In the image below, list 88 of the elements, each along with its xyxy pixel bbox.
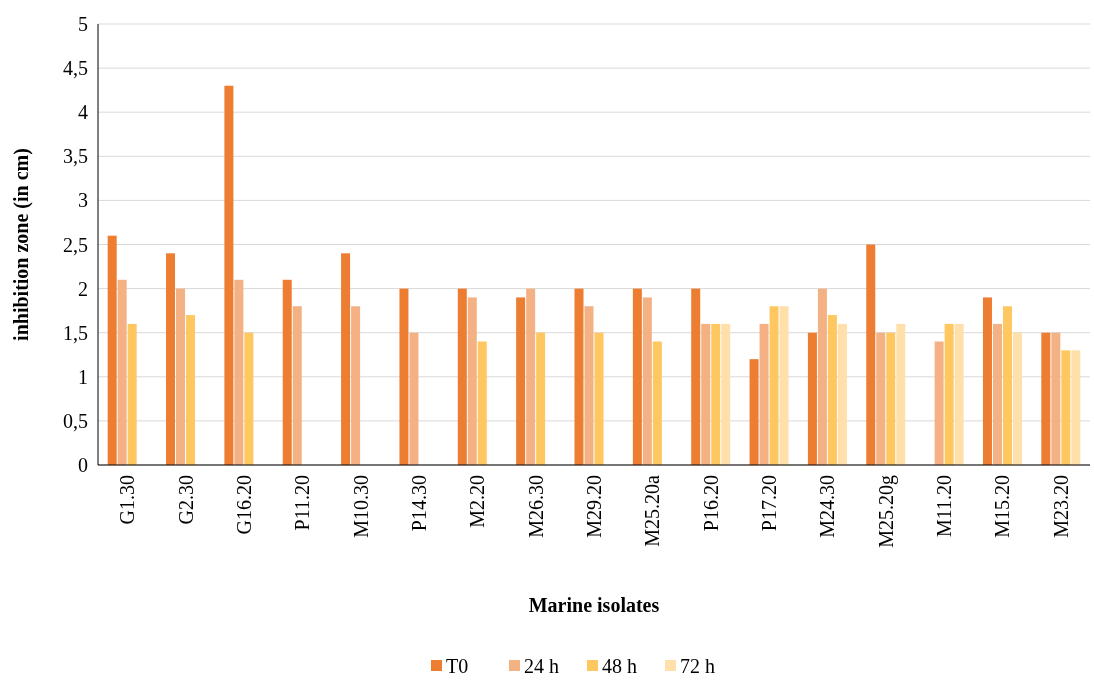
y-tick-label: 0 <box>78 454 88 476</box>
bar <box>642 297 652 465</box>
bar <box>594 332 604 465</box>
bar <box>759 323 769 465</box>
bar <box>896 323 906 465</box>
legend-label: 24 h <box>524 655 559 677</box>
legend-label: T0 <box>446 655 469 677</box>
bar <box>944 323 954 465</box>
x-tick-label: M25.20g <box>874 475 898 548</box>
x-tick-label: P17.20 <box>758 475 781 532</box>
y-tick-label: 4 <box>78 101 88 124</box>
x-tick-label: P14.30 <box>407 475 430 532</box>
bar <box>982 297 992 465</box>
x-tick-label: M15.20 <box>991 475 1014 538</box>
y-tick-label: 4,5 <box>63 57 88 80</box>
x-tick-label: M2.20 <box>466 475 489 528</box>
bar <box>409 332 419 465</box>
x-tick-label: M24.30 <box>816 475 839 538</box>
bar <box>292 306 302 465</box>
legend-label: 48 h <box>602 655 637 677</box>
bar <box>516 297 526 465</box>
x-tick-label: M10.30 <box>349 475 372 538</box>
x-axis-title: Marine isolates <box>528 594 660 616</box>
bar <box>457 288 467 465</box>
bar <box>224 85 234 465</box>
bar <box>954 323 964 465</box>
bar <box>186 315 196 465</box>
bar <box>1071 350 1081 465</box>
x-tick-label: G16.20 <box>232 475 255 535</box>
bar <box>721 323 731 465</box>
bar <box>1002 306 1012 465</box>
bar <box>244 332 254 465</box>
bar <box>837 323 847 465</box>
x-tick-label: M25.20a <box>641 474 664 547</box>
bar <box>526 288 536 465</box>
bar <box>467 297 477 465</box>
bar <box>574 288 584 465</box>
bar <box>779 306 789 465</box>
bar <box>866 244 876 465</box>
bar <box>1012 332 1022 465</box>
y-tick-label: 2 <box>78 277 88 300</box>
bar <box>127 323 137 465</box>
x-tick-label: G2.30 <box>174 475 197 525</box>
x-tick-label: M11.20 <box>933 475 956 538</box>
y-tick-label: 3 <box>78 189 88 212</box>
bar <box>536 332 546 465</box>
bar <box>992 323 1002 465</box>
legend-label: 72 h <box>680 655 715 677</box>
bar <box>769 306 779 465</box>
bar <box>701 323 711 465</box>
bar <box>827 315 837 465</box>
bar <box>807 332 817 465</box>
bar <box>282 279 292 465</box>
bar <box>399 288 409 465</box>
y-axis-title: inhibition zone (in cm) <box>10 148 33 341</box>
bar <box>1051 332 1061 465</box>
bar <box>817 288 827 465</box>
y-tick-label: 1 <box>78 365 88 388</box>
bar <box>711 323 721 465</box>
bar <box>876 332 886 465</box>
bar <box>341 253 351 465</box>
x-tick-label: M26.30 <box>524 475 547 538</box>
y-tick-label: 5 <box>78 13 88 35</box>
x-tick-label: G1.30 <box>116 475 139 525</box>
bar <box>584 306 594 465</box>
bar <box>886 332 896 465</box>
x-tick-label: M29.20 <box>583 475 605 538</box>
bar <box>1041 332 1051 465</box>
x-tick-label: M23.20 <box>1049 475 1072 538</box>
y-tick-label: 3,5 <box>63 145 88 168</box>
x-tick-label: P11.20 <box>291 475 314 531</box>
bar <box>934 341 944 465</box>
bar <box>691 288 701 465</box>
x-tick-label: P16.20 <box>699 475 722 532</box>
bar <box>652 341 662 465</box>
bar <box>176 288 186 465</box>
bar <box>632 288 642 465</box>
bar <box>234 279 244 465</box>
y-tick-label: 1,5 <box>63 321 88 344</box>
bar <box>166 253 176 465</box>
bar <box>1061 350 1071 465</box>
bar <box>117 279 127 465</box>
bar <box>107 235 117 465</box>
y-tick-label: 2,5 <box>63 233 88 256</box>
bar <box>351 306 361 465</box>
bar <box>477 341 487 465</box>
bar <box>749 359 759 465</box>
y-tick-label: 0,5 <box>63 409 88 432</box>
